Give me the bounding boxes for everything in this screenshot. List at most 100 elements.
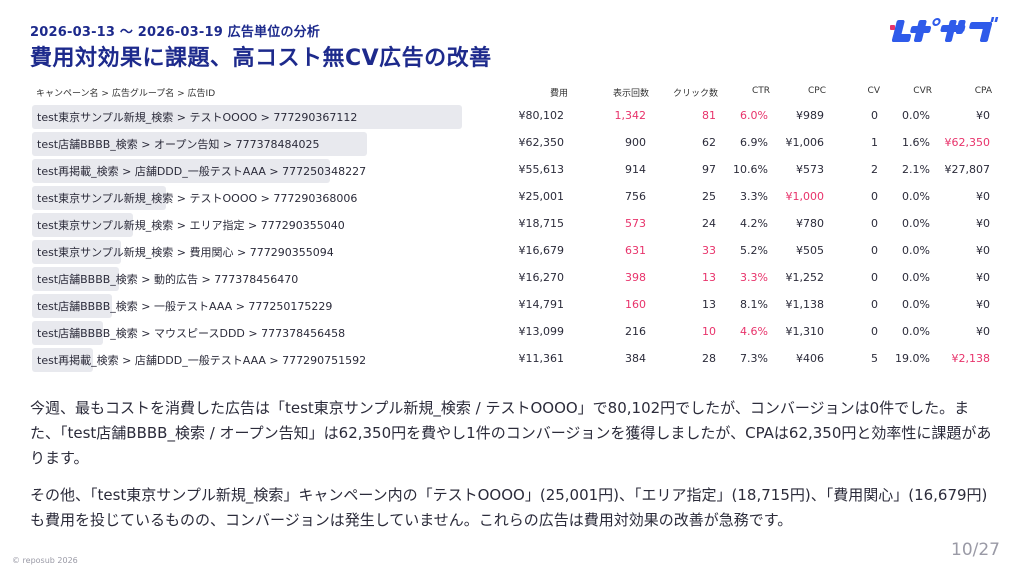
cell-cost: ¥25,001 — [518, 190, 565, 203]
cell-cost: ¥55,613 — [518, 163, 565, 176]
cell-cpa: ¥0 — [976, 244, 990, 257]
cell-cv: 0 — [871, 109, 878, 122]
cost-bar — [32, 213, 133, 237]
cost-bar — [32, 159, 330, 183]
cell-cpa: ¥62,350 — [944, 136, 991, 149]
cell-cv: 1 — [871, 136, 878, 149]
cell-impressions: 216 — [625, 325, 646, 338]
cell-cost: ¥16,270 — [518, 271, 565, 284]
ad-table: test東京サンプル新規_検索 > テストOOOO > 777290367112… — [32, 104, 996, 374]
ad-name: test再掲載_検索 > 店舗DDD_一般テストAAA > 7772503482… — [37, 165, 367, 178]
cell-cvr: 0.0% — [902, 271, 930, 284]
cell-cpc: ¥1,000 — [785, 190, 825, 203]
cell-cpc: ¥780 — [796, 217, 824, 230]
cell-cvr: 0.0% — [902, 325, 930, 338]
summary-paragraph-1: 今週、最もコストを消費した広告は「test東京サンプル新規_検索 / テストOO… — [30, 399, 992, 467]
cell-cvr: 2.1% — [902, 163, 930, 176]
cell-cpa: ¥2,138 — [951, 352, 991, 365]
table-row: test店舗BBBB_検索 > マウスピースDDD > 777378456458… — [32, 320, 996, 347]
ad-name: test再掲載_検索 > 店舗DDD_一般テストAAA > 7772907515… — [37, 354, 367, 367]
cell-impressions: 914 — [625, 163, 646, 176]
col-cpc-header: CPC — [808, 86, 826, 96]
cell-ctr: 8.1% — [740, 298, 768, 311]
cell-cpa: ¥0 — [976, 109, 990, 122]
cell-cpa: ¥0 — [976, 325, 990, 338]
table-row: test店舗BBBB_検索 > 動的広告 > 777378456470 ¥16,2… — [32, 266, 996, 293]
cell-clicks: 13 — [702, 298, 716, 311]
copyright: © reposub 2026 — [12, 556, 78, 565]
cost-bar — [32, 348, 93, 372]
table-row: test東京サンプル新規_検索 > 費用関心 > 777290355094 ¥16… — [32, 239, 996, 266]
cell-ctr: 6.0% — [740, 109, 768, 122]
cell-cost: ¥14,791 — [518, 298, 565, 311]
cell-impressions: 398 — [625, 271, 646, 284]
cell-ctr: 4.2% — [740, 217, 768, 230]
cell-ctr: 7.3% — [740, 352, 768, 365]
cell-clicks: 10 — [702, 325, 716, 338]
cell-cv: 0 — [871, 244, 878, 257]
cell-cost: ¥16,679 — [518, 244, 565, 257]
cell-cpc: ¥1,006 — [785, 136, 825, 149]
cell-ctr: 6.9% — [740, 136, 768, 149]
cell-impressions: 573 — [625, 217, 646, 230]
cell-cvr: 0.0% — [902, 217, 930, 230]
ad-name: test東京サンプル新規_検索 > テストOOOO > 777290368006 — [37, 192, 358, 205]
page-title: 費用対効果に課題、高コスト無CV広告の改善 — [30, 46, 492, 71]
cell-ctr: 10.6% — [733, 163, 768, 176]
ad-name: test店舗BBBB_検索 > オープン告知 > 777378484025 — [37, 138, 320, 151]
cell-cpc: ¥1,310 — [785, 325, 825, 338]
cost-bar — [32, 321, 103, 345]
cell-cost: ¥80,102 — [518, 109, 565, 122]
cell-clicks: 33 — [702, 244, 716, 257]
cell-cpa: ¥0 — [976, 298, 990, 311]
cell-cvr: 0.0% — [902, 190, 930, 203]
table-row: test再掲載_検索 > 店舗DDD_一般テストAAA > 7772907515… — [32, 347, 996, 374]
table-header: キャンペーン名 > 広告グループ名 > 広告ID 費用 表示回数 クリック数 C… — [36, 86, 996, 102]
cell-cpc: ¥505 — [796, 244, 824, 257]
table-row: test店舗BBBB_検索 > オープン告知 > 777378484025 ¥62… — [32, 131, 996, 158]
table-row: test再掲載_検索 > 店舗DDD_一般テストAAA > 7772503482… — [32, 158, 996, 185]
cell-cost: ¥13,099 — [518, 325, 565, 338]
cell-cost: ¥62,350 — [518, 136, 565, 149]
cell-cpc: ¥1,138 — [785, 298, 825, 311]
col-cost-header: 費用 — [549, 89, 568, 99]
ad-name: test店舗BBBB_検索 > 一般テストAAA > 777250175229 — [37, 300, 333, 313]
cell-impressions: 160 — [625, 298, 646, 311]
cell-cv: 0 — [871, 298, 878, 311]
col-cv-header: CV — [867, 86, 880, 96]
cost-bar — [32, 105, 462, 129]
summary-paragraph-2: その他、「test東京サンプル新規_検索」キャンペーン内の「テストOOOO」(2… — [30, 486, 988, 529]
cell-clicks: 81 — [702, 109, 716, 122]
cell-cpa: ¥27,807 — [944, 163, 991, 176]
cell-cv: 0 — [871, 217, 878, 230]
cell-cpc: ¥989 — [796, 109, 824, 122]
cell-cvr: 0.0% — [902, 109, 930, 122]
cell-cv: 5 — [871, 352, 878, 365]
cell-impressions: 756 — [625, 190, 646, 203]
table-row: test東京サンプル新規_検索 > エリア指定 > 777290355040 ¥1… — [32, 212, 996, 239]
cell-cv: 0 — [871, 325, 878, 338]
cell-impressions: 1,342 — [614, 109, 647, 122]
cell-ctr: 4.6% — [740, 325, 768, 338]
cell-ctr: 3.3% — [740, 271, 768, 284]
cell-clicks: 62 — [702, 136, 716, 149]
table-row: test店舗BBBB_検索 > 一般テストAAA > 777250175229 ¥… — [32, 293, 996, 320]
cell-impressions: 384 — [625, 352, 646, 365]
cost-bar — [32, 240, 121, 264]
ad-name: test東京サンプル新規_検索 > 費用関心 > 777290355094 — [37, 246, 334, 259]
col-cvr-header: CVR — [913, 86, 932, 96]
col-impressions-header: 表示回数 — [612, 89, 649, 99]
cell-cv: 0 — [871, 271, 878, 284]
cell-impressions: 631 — [625, 244, 646, 257]
ad-name: test店舗BBBB_検索 > 動的広告 > 777378456470 — [37, 273, 299, 286]
cell-cpc: ¥406 — [796, 352, 824, 365]
cell-cvr: 0.0% — [902, 244, 930, 257]
report-period: 2026-03-13 〜 2026-03-19 広告単位の分析 — [30, 25, 321, 40]
ad-name: test東京サンプル新規_検索 > エリア指定 > 777290355040 — [37, 219, 345, 232]
col-ctr-header: CTR — [751, 86, 770, 96]
col-clicks-header: クリック数 — [672, 89, 718, 99]
cell-cpa: ¥0 — [976, 217, 990, 230]
page-number: 10/27 — [951, 540, 1000, 560]
cell-cv: 0 — [871, 190, 878, 203]
cell-cpc: ¥1,252 — [785, 271, 825, 284]
